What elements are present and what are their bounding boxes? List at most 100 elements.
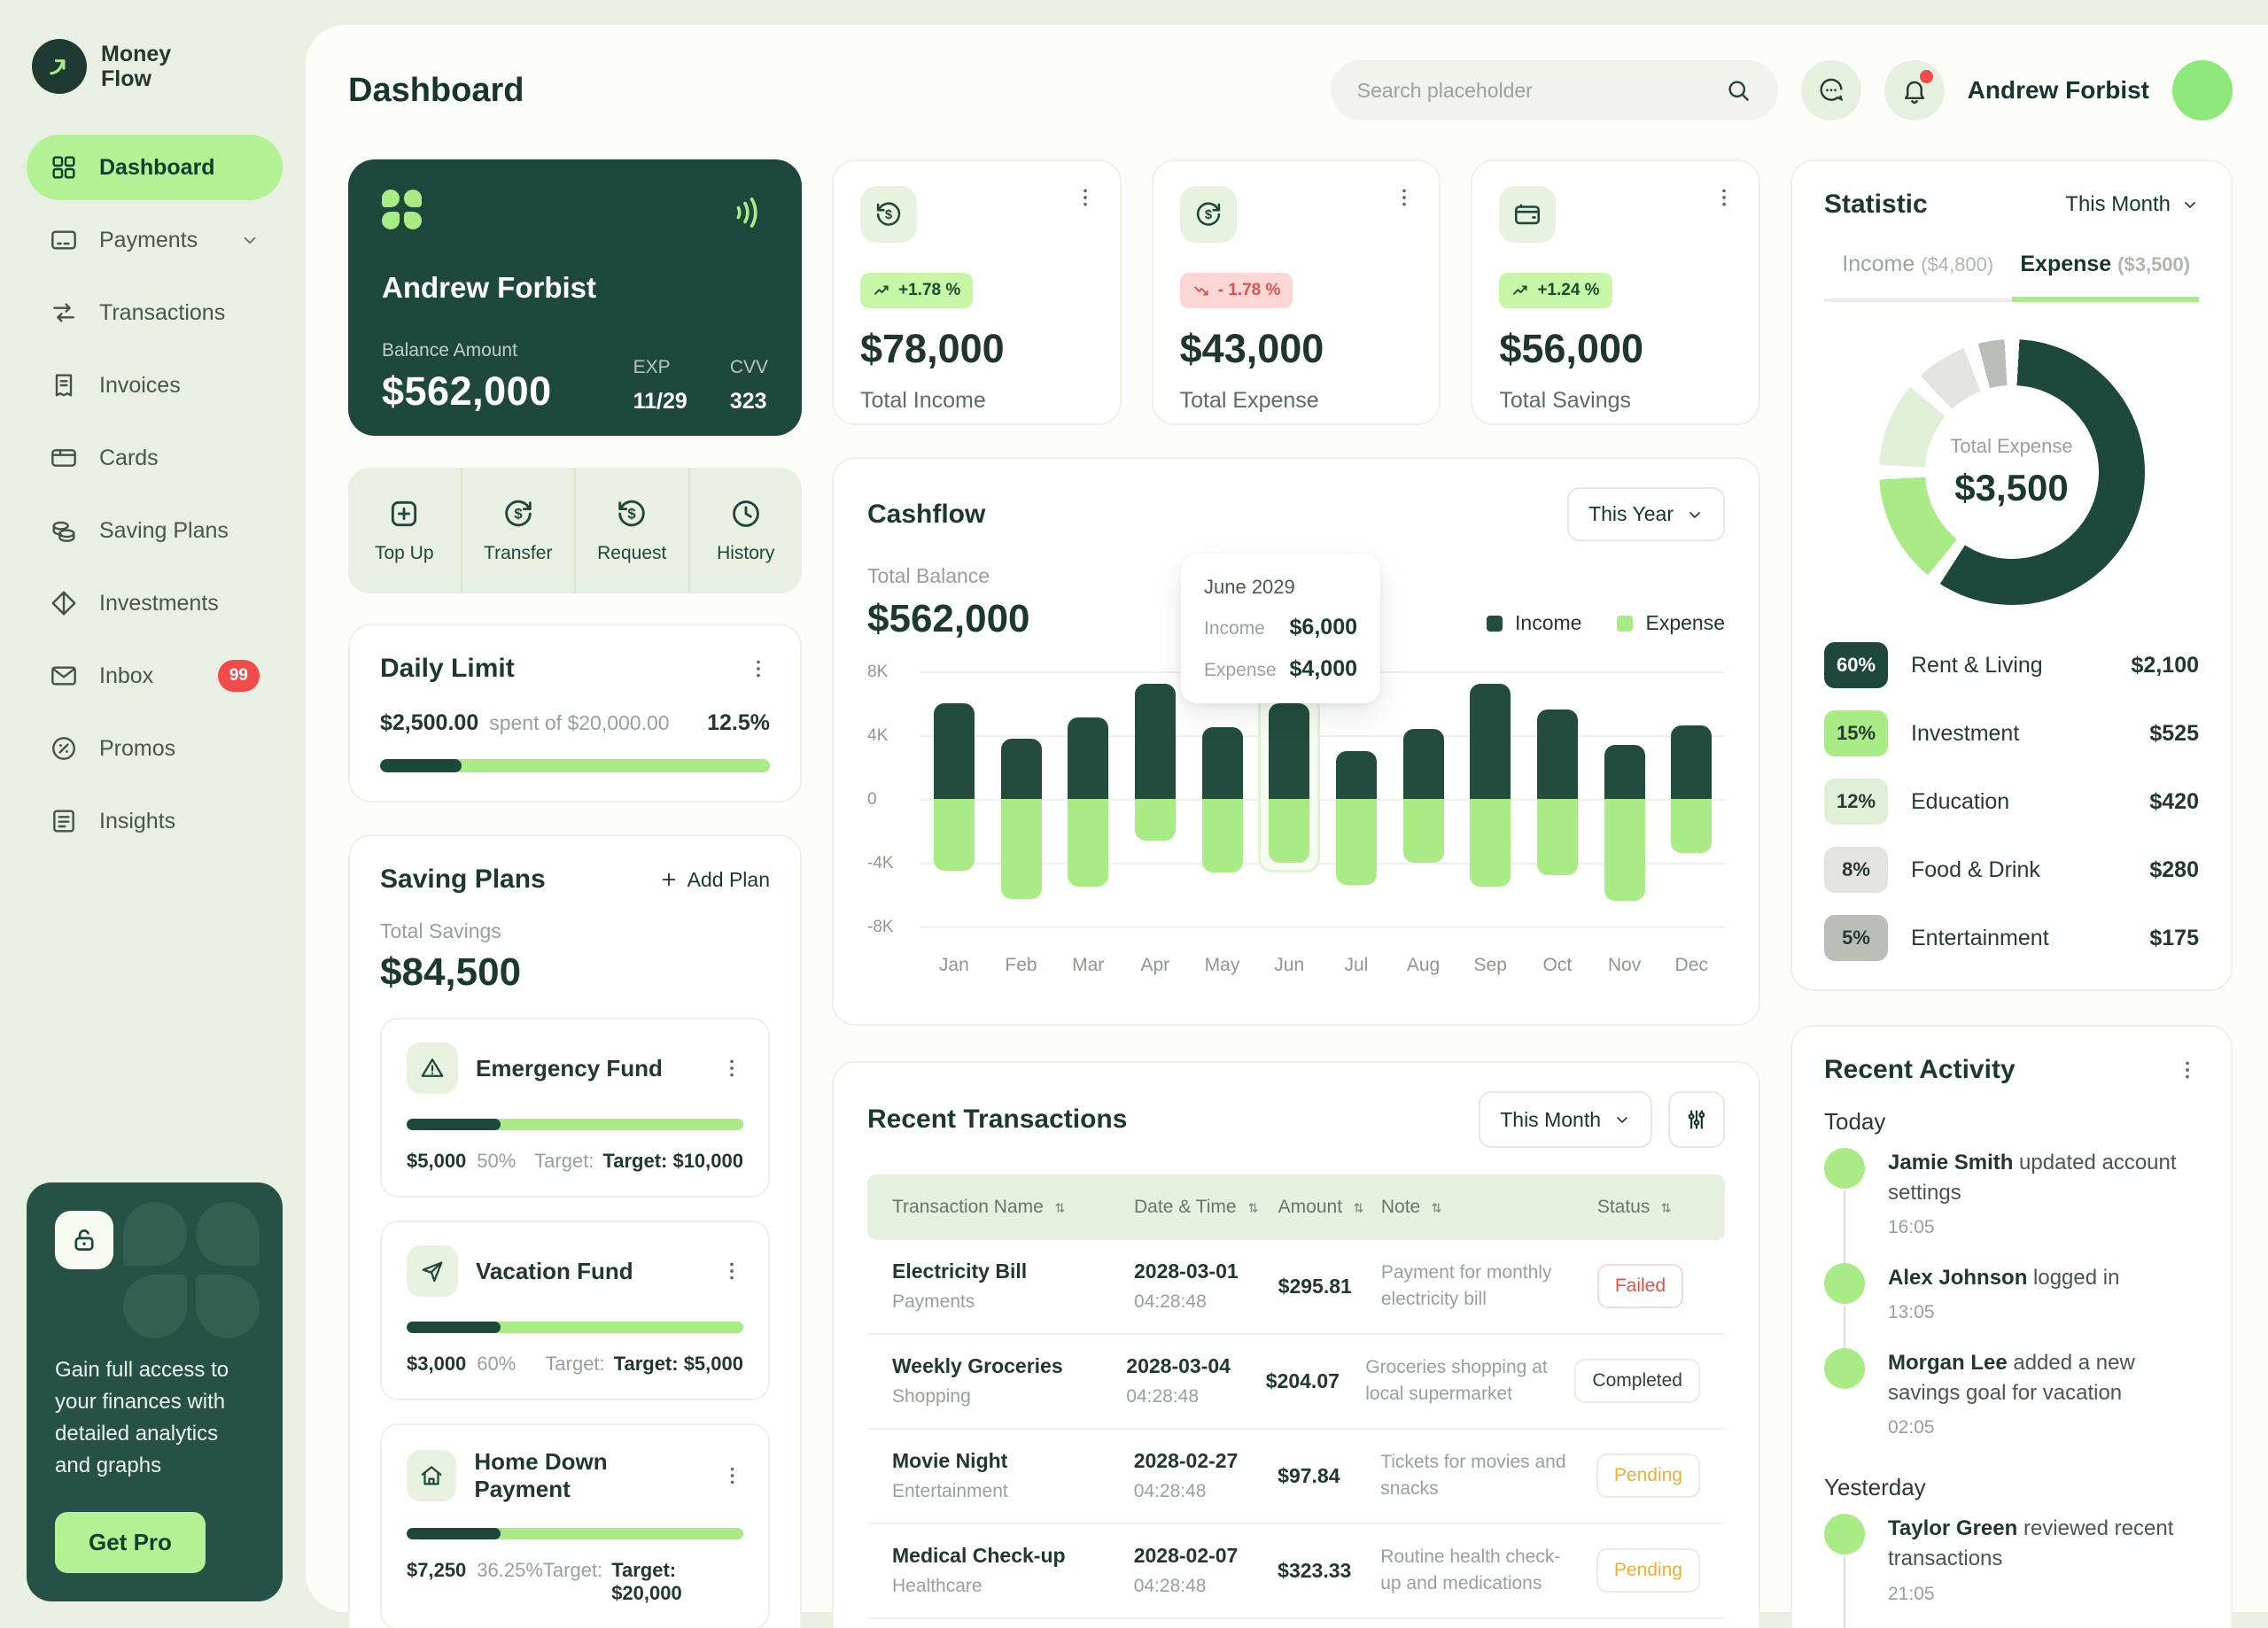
activity-item: Taylor Green reviewed recent transaction… bbox=[1824, 1501, 2199, 1628]
sidebar-item-payments[interactable]: Payments bbox=[27, 207, 283, 273]
bar-group-jul[interactable] bbox=[1323, 671, 1390, 926]
bar-group-mar[interactable] bbox=[1054, 671, 1122, 926]
income-bar[interactable] bbox=[1269, 703, 1310, 799]
sidebar-item-invoices[interactable]: Invoices bbox=[27, 353, 283, 418]
expense-bar[interactable] bbox=[1201, 799, 1243, 872]
bar-group-oct[interactable] bbox=[1524, 671, 1591, 926]
expense-bar[interactable] bbox=[1269, 799, 1310, 863]
search-input[interactable] bbox=[1356, 78, 1711, 103]
avatar[interactable] bbox=[2172, 60, 2233, 120]
expense-bar[interactable] bbox=[1134, 799, 1176, 841]
bar-group-feb[interactable] bbox=[988, 671, 1055, 926]
sidebar-item-cards[interactable]: Cards bbox=[27, 425, 283, 491]
expense-bar[interactable] bbox=[1536, 799, 1578, 875]
sidebar-item-dashboard[interactable]: Dashboard bbox=[27, 135, 283, 200]
messages-button[interactable] bbox=[1800, 60, 1861, 120]
kebab-menu-icon[interactable] bbox=[1713, 186, 1736, 209]
expense-bar[interactable] bbox=[1604, 799, 1645, 901]
legend-label: Food & Drink bbox=[1911, 857, 2040, 882]
get-pro-button[interactable]: Get Pro bbox=[55, 1512, 206, 1573]
expense-bar[interactable] bbox=[1068, 799, 1109, 887]
search-icon[interactable] bbox=[1725, 77, 1751, 104]
income-bar[interactable] bbox=[1201, 727, 1243, 799]
income-bar[interactable] bbox=[1068, 717, 1109, 799]
bar-group-sep[interactable] bbox=[1456, 671, 1524, 926]
expense-bar[interactable] bbox=[933, 799, 975, 871]
plan-progress bbox=[407, 1119, 743, 1130]
plan-target-value: Target: $5,000 bbox=[613, 1353, 743, 1375]
expense-bar[interactable] bbox=[1335, 799, 1377, 885]
request-button[interactable]: $ Request bbox=[576, 468, 690, 593]
kebab-menu-icon[interactable] bbox=[720, 1057, 743, 1080]
sidebar-item-saving-plans[interactable]: Saving Plans bbox=[27, 498, 283, 563]
income-bar[interactable] bbox=[1000, 739, 1042, 799]
sidebar-item-insights[interactable]: Insights bbox=[27, 788, 283, 854]
column-header-amount[interactable]: Amount bbox=[1278, 1197, 1381, 1218]
kebab-menu-icon[interactable] bbox=[747, 657, 770, 680]
income-bar[interactable] bbox=[1604, 745, 1645, 799]
income-bar[interactable] bbox=[1536, 709, 1578, 799]
sidebar-item-inbox[interactable]: Inbox 99 bbox=[27, 643, 283, 709]
kebab-menu-icon[interactable] bbox=[720, 1260, 743, 1283]
table-row[interactable]: Electricity Bill Payments 2028-03-01 04:28… bbox=[867, 1240, 1725, 1335]
bar-group-aug[interactable] bbox=[1390, 671, 1457, 926]
total-balance-label: Total Balance bbox=[867, 564, 990, 587]
income-bar[interactable] bbox=[933, 703, 975, 799]
sidebar-item-transactions[interactable]: Transactions bbox=[27, 280, 283, 345]
table-row[interactable]: Dinner at Italian RestaurantDining Out 2… bbox=[867, 1619, 1725, 1628]
bar-group-nov[interactable] bbox=[1591, 671, 1658, 926]
activity-item: Alex Johnson logged in 13:05 bbox=[1824, 1251, 2199, 1349]
tab-expense[interactable]: Expense ($3,500) bbox=[2011, 252, 2199, 302]
gridline bbox=[920, 735, 1725, 737]
income-bar[interactable] bbox=[1470, 684, 1511, 799]
transactions-range-select[interactable]: This Month bbox=[1479, 1091, 1652, 1148]
notification-dot bbox=[1919, 70, 1933, 83]
top-up-button[interactable]: Top Up bbox=[348, 468, 462, 593]
bar-group-jan[interactable] bbox=[920, 671, 988, 926]
table-row[interactable]: Movie Night Entertainment 2028-02-27 04:28… bbox=[867, 1430, 1725, 1524]
kebab-menu-icon[interactable] bbox=[721, 1464, 743, 1487]
daily-limit-progress bbox=[380, 759, 770, 772]
kebab-menu-icon[interactable] bbox=[2176, 1058, 2199, 1081]
filter-button[interactable] bbox=[1668, 1091, 1725, 1148]
statistic-range-select[interactable]: This Month bbox=[2065, 192, 2199, 217]
expense-bar[interactable] bbox=[1402, 799, 1444, 863]
income-bar[interactable] bbox=[1671, 725, 1713, 799]
column-header-note[interactable]: Note bbox=[1381, 1197, 1597, 1218]
transfer-button[interactable]: $ Transfer bbox=[462, 468, 576, 593]
bar-group-apr[interactable] bbox=[1122, 671, 1189, 926]
user-name[interactable]: Andrew Forbist bbox=[1967, 76, 2149, 104]
expense-bar[interactable] bbox=[1671, 799, 1713, 853]
income-bar[interactable] bbox=[1134, 684, 1176, 799]
column-header-transaction-name[interactable]: Transaction Name bbox=[892, 1197, 1134, 1218]
notifications-button[interactable] bbox=[1884, 60, 1945, 120]
cashflow-range-select[interactable]: This Year bbox=[1567, 487, 1725, 541]
income-bar[interactable] bbox=[1402, 729, 1444, 799]
x-axis-tick: Jan bbox=[938, 955, 969, 975]
history-button[interactable]: History bbox=[690, 468, 803, 593]
stat-card-total-savings: +1.24 % $56,000 Total Savings bbox=[1471, 159, 1760, 425]
sidebar-item-investments[interactable]: Investments bbox=[27, 570, 283, 636]
income-bar[interactable] bbox=[1335, 751, 1377, 799]
kebab-menu-icon[interactable] bbox=[1393, 186, 1416, 209]
bar-group-dec[interactable] bbox=[1658, 671, 1725, 926]
column-header-date-time[interactable]: Date & Time bbox=[1134, 1197, 1278, 1218]
sidebar-nav: Dashboard Payments Transactions Invoices Car… bbox=[27, 135, 283, 854]
column-header-status[interactable]: Status bbox=[1597, 1197, 1700, 1218]
kebab-menu-icon[interactable] bbox=[1074, 186, 1097, 209]
plan-name: Vacation Fund bbox=[476, 1257, 633, 1284]
daily-limit-title: Daily Limit bbox=[380, 654, 515, 683]
bar-group-may[interactable] bbox=[1189, 671, 1256, 926]
expense-bar[interactable] bbox=[1000, 799, 1042, 899]
transaction-note: Groceries shopping at local supermarket bbox=[1365, 1356, 1548, 1405]
table-row[interactable]: Weekly Groceries Shopping 2028-03-04 04:28… bbox=[867, 1335, 1725, 1430]
expense-bar[interactable] bbox=[1470, 799, 1511, 887]
table-row[interactable]: Medical Check-up Healthcare 2028-02-07 04:… bbox=[867, 1524, 1725, 1619]
saving-plans-title: Saving Plans bbox=[380, 864, 546, 894]
tab-income[interactable]: Income ($4,800) bbox=[1824, 252, 2012, 302]
add-plan-button[interactable]: Add Plan bbox=[659, 868, 770, 892]
sidebar-item-label: Inbox bbox=[99, 663, 154, 688]
sidebar-item-promos[interactable]: Promos bbox=[27, 716, 283, 781]
bar-group-jun[interactable] bbox=[1255, 671, 1323, 926]
balance-card: Andrew Forbist Balance Amount $562,000 E… bbox=[348, 159, 802, 436]
